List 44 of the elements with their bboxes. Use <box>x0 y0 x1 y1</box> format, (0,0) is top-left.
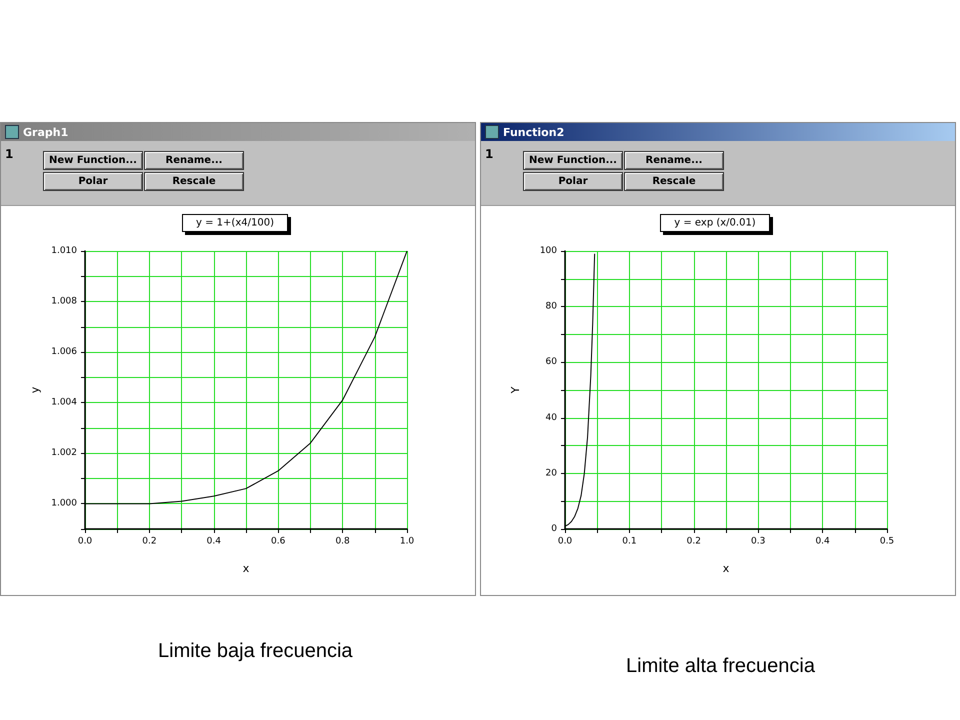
x-tick-label: 0.6 <box>271 536 286 546</box>
x-tick-label: 0.8 <box>335 536 350 546</box>
text: Function2 <box>503 126 564 138</box>
x-tick-label: 0.3 <box>751 536 766 546</box>
y-tick-label: 1.004 <box>51 398 78 408</box>
button: New Function... <box>43 151 143 170</box>
x-tick-label: 0.5 <box>880 536 894 546</box>
y-tick-label: 60 <box>546 357 558 368</box>
x-tick-label: 1.0 <box>400 536 414 546</box>
x-axis-title: x <box>722 562 730 575</box>
x-tick-label: 0.1 <box>622 536 637 546</box>
x-tick-label: 0.2 <box>142 536 157 546</box>
button: Rename... <box>624 151 724 170</box>
y-tick-label: 40 <box>546 412 558 423</box>
button: Polar <box>523 172 623 191</box>
y-tick-label: 1.000 <box>51 498 78 509</box>
text: 1 <box>5 147 14 161</box>
button: Polar <box>43 172 143 191</box>
chart-title: y = 1+(x4/100) <box>196 218 274 228</box>
x-axis-title: x <box>242 562 250 575</box>
y-axis-title: y <box>28 386 42 394</box>
y-tick-label: 1.008 <box>51 296 78 307</box>
y-tick-label: 20 <box>546 468 558 478</box>
chart-title: y = exp (x/0.01) <box>674 218 756 228</box>
y-tick-label: 0 <box>551 524 558 534</box>
y-tick-label: 80 <box>546 302 558 312</box>
x-tick-label: 0.4 <box>206 536 222 546</box>
x-tick-label: 0.0 <box>558 536 572 546</box>
y-tick-label: 1.006 <box>51 347 78 358</box>
text: 1 <box>485 147 494 161</box>
y-axis-title: Y <box>509 386 522 394</box>
button: Rescale <box>144 172 244 191</box>
x-tick-label: 0.2 <box>686 536 701 546</box>
y-tick-label: 1.002 <box>51 448 77 458</box>
text: Limite baja frecuencia <box>158 640 353 663</box>
caption: Graph1 <box>23 126 68 138</box>
x-tick-label: 0.4 <box>815 536 830 546</box>
x-tick-label: 0.0 <box>78 536 92 546</box>
y-tick-label: 100 <box>540 246 558 256</box>
button: Rename... <box>144 151 244 170</box>
button: New Function... <box>523 151 623 170</box>
button: Rescale <box>624 172 724 191</box>
text: Limite alta frecuencia <box>626 655 815 678</box>
y-tick-label: 1.010 <box>51 246 78 256</box>
